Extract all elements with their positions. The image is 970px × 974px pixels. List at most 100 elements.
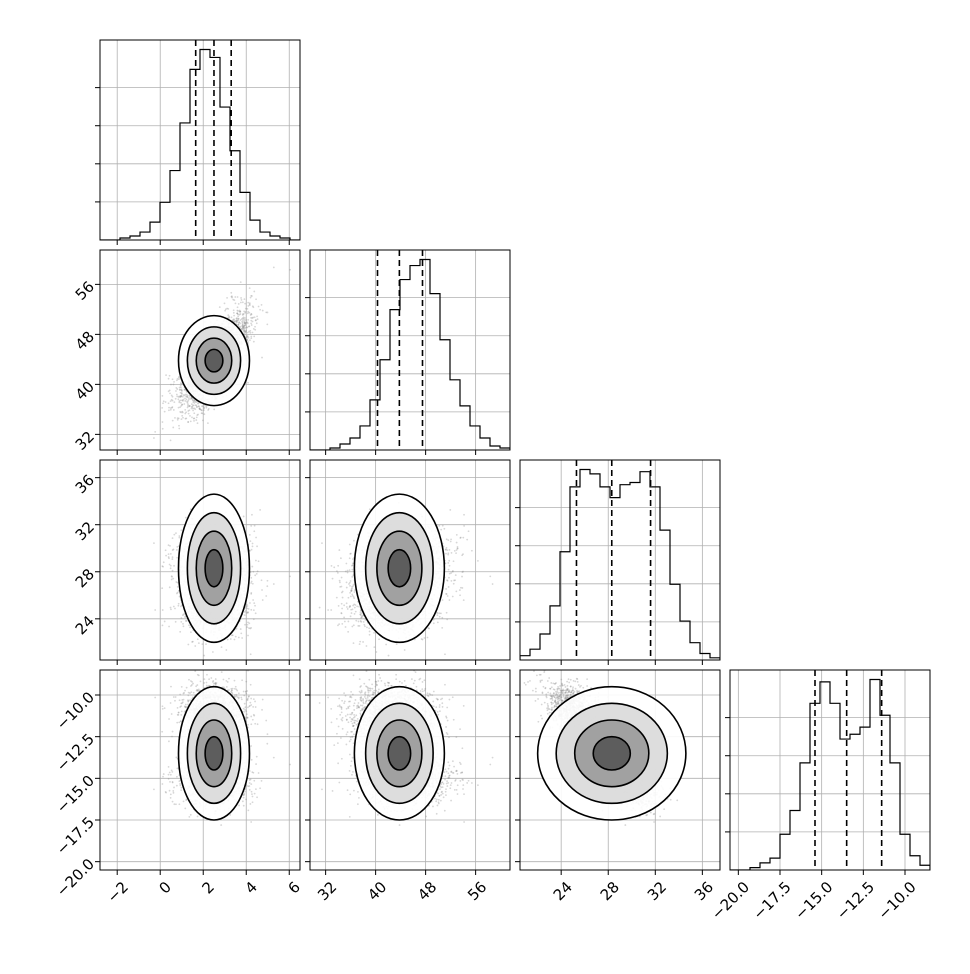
scatter-point bbox=[213, 409, 215, 411]
scatter-point bbox=[243, 516, 245, 518]
scatter-point bbox=[161, 395, 163, 397]
scatter-point bbox=[173, 384, 175, 386]
scatter-point bbox=[249, 339, 251, 341]
scatter-point bbox=[183, 403, 185, 405]
scatter-point bbox=[250, 337, 252, 339]
scatter-point bbox=[193, 420, 195, 422]
scatter-point bbox=[241, 321, 243, 323]
scatter-point bbox=[250, 609, 252, 611]
scatter-point bbox=[165, 374, 167, 376]
scatter-point bbox=[199, 408, 201, 410]
scatter-point bbox=[246, 607, 248, 609]
scatter-point bbox=[182, 396, 184, 398]
scatter-point bbox=[253, 328, 255, 330]
scatter-point bbox=[225, 649, 227, 651]
scatter-point bbox=[173, 534, 175, 536]
scatter-point bbox=[184, 398, 186, 400]
scatter-point bbox=[181, 392, 183, 394]
scatter-point bbox=[247, 612, 249, 614]
scatter-point bbox=[262, 599, 264, 601]
scatter-point bbox=[247, 382, 249, 384]
scatter-point bbox=[247, 302, 249, 304]
scatter-point bbox=[173, 409, 175, 411]
scatter-point bbox=[169, 375, 171, 377]
scatter-point bbox=[244, 312, 246, 314]
scatter-point bbox=[170, 400, 172, 402]
scatter-point bbox=[168, 402, 170, 404]
scatter-point bbox=[234, 639, 236, 641]
scatter-point bbox=[180, 529, 182, 531]
scatter-point bbox=[247, 624, 249, 626]
scatter-point bbox=[243, 331, 245, 333]
scatter-point bbox=[254, 316, 256, 318]
scatter-point bbox=[182, 400, 184, 402]
scatter-point bbox=[184, 413, 186, 415]
scatter-point bbox=[170, 384, 172, 386]
scatter-point bbox=[177, 592, 179, 594]
scatter-point bbox=[197, 403, 199, 405]
scatter-point bbox=[176, 396, 178, 398]
scatter-point bbox=[247, 305, 249, 307]
scatter-point bbox=[192, 405, 194, 407]
scatter-point bbox=[246, 326, 248, 328]
scatter-point bbox=[254, 605, 256, 607]
scatter-point bbox=[177, 419, 179, 421]
scatter-point bbox=[253, 291, 255, 293]
scatter-point bbox=[168, 409, 170, 411]
scatter-point bbox=[175, 390, 177, 392]
scatter-point bbox=[255, 560, 257, 562]
scatter-point bbox=[169, 392, 171, 394]
scatter-point bbox=[253, 530, 255, 532]
scatter-point bbox=[226, 297, 228, 299]
scatter-point bbox=[258, 306, 260, 308]
scatter-point bbox=[244, 322, 246, 324]
histogram-panel-0 bbox=[100, 40, 300, 240]
scatter-point bbox=[249, 287, 251, 289]
scatter-point bbox=[228, 316, 230, 318]
scatter-point bbox=[233, 309, 235, 311]
scatter-point bbox=[256, 545, 258, 547]
scatter-point bbox=[252, 546, 254, 548]
histogram-steps bbox=[310, 260, 510, 450]
histogram-panel-1 bbox=[310, 250, 510, 450]
scatter-point bbox=[171, 576, 173, 578]
scatter-point bbox=[246, 336, 248, 338]
scatter-point bbox=[183, 625, 185, 627]
scatter-point bbox=[193, 418, 195, 420]
scatter-point bbox=[178, 603, 180, 605]
scatter-point bbox=[172, 420, 174, 422]
scatter-point bbox=[241, 299, 243, 301]
scatter-point bbox=[201, 643, 203, 645]
scatter-point bbox=[168, 390, 170, 392]
scatter-point bbox=[265, 311, 267, 313]
scatter-point bbox=[153, 542, 155, 544]
scatter-point bbox=[187, 395, 189, 397]
scatter-point bbox=[163, 400, 165, 402]
scatter-point bbox=[168, 553, 170, 555]
scatter-point bbox=[180, 382, 182, 384]
scatter-point bbox=[180, 621, 182, 623]
scatter-point bbox=[232, 299, 234, 301]
scatter-point bbox=[207, 422, 209, 424]
scatter-point bbox=[181, 411, 183, 413]
scatter-point bbox=[192, 641, 194, 643]
scatter-point bbox=[153, 437, 155, 439]
scatter-point bbox=[249, 302, 251, 304]
scatter-point bbox=[188, 398, 190, 400]
scatter-point bbox=[188, 413, 190, 415]
scatter-point bbox=[162, 428, 164, 430]
scatter-point bbox=[248, 325, 250, 327]
scatter-point bbox=[197, 422, 199, 424]
scatter-point bbox=[162, 402, 164, 404]
scatter-point bbox=[265, 595, 267, 597]
scatter-point bbox=[178, 396, 180, 398]
scatter-point bbox=[195, 419, 197, 421]
scatter-point bbox=[250, 577, 252, 579]
scatter-point bbox=[186, 401, 188, 403]
scatter-point bbox=[245, 606, 247, 608]
scatter-point bbox=[185, 418, 187, 420]
scatter-point bbox=[251, 313, 253, 315]
scatter-point bbox=[178, 425, 180, 427]
scatter-point bbox=[247, 322, 249, 324]
scatter-point bbox=[252, 583, 254, 585]
